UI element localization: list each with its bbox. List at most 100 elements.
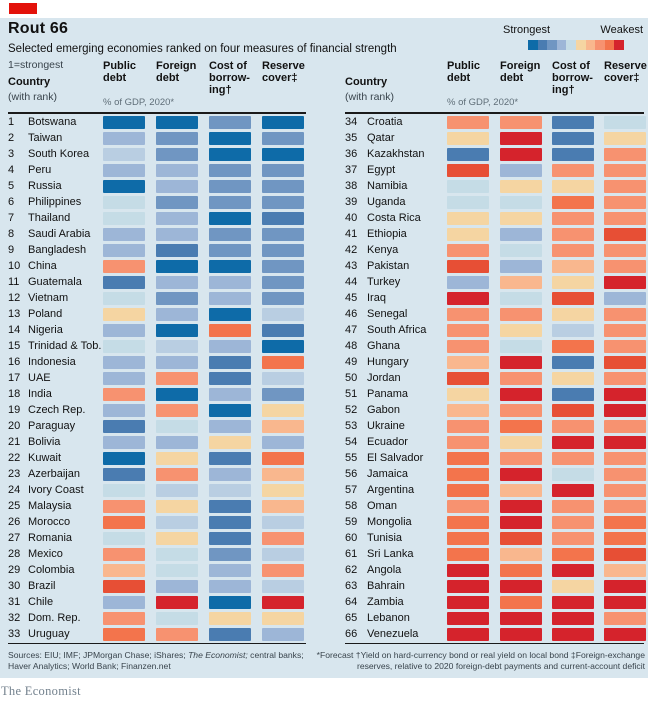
rank: 52 <box>345 404 358 416</box>
heatmap-cell <box>209 260 251 273</box>
table-row: 4 Peru <box>8 163 308 179</box>
table-row: 11 Guatemala <box>8 275 308 291</box>
rank: 51 <box>345 388 358 400</box>
heatmap-cell <box>552 516 594 529</box>
column-header-reserve-cover: Reserve cover‡ <box>262 60 305 84</box>
heatmap-cell <box>103 548 145 561</box>
country-label: South Korea <box>28 148 90 160</box>
table-row: 2 Taiwan <box>8 131 308 147</box>
country-label: Venezuela <box>367 628 419 640</box>
heatmap-cell <box>156 164 198 177</box>
column-header-cost-of-borrowing: Cost of borrow- ing† <box>209 60 250 96</box>
rank: 1 <box>8 116 15 128</box>
heatmap-cell <box>262 228 304 241</box>
heatmap-cell <box>156 292 198 305</box>
heatmap-cell <box>604 452 646 465</box>
country-label: Ecuador <box>367 436 408 448</box>
heatmap-cell <box>209 244 251 257</box>
heatmap-cell <box>447 276 489 289</box>
heatmap-cell <box>262 580 304 593</box>
heatmap-cell <box>447 164 489 177</box>
country-label: Paraguay <box>28 420 76 432</box>
heatmap-cell <box>500 164 542 177</box>
economist-red-tab <box>9 3 37 14</box>
heatmap-cell <box>604 372 646 385</box>
heatmap-cell <box>209 388 251 401</box>
heatmap-cell <box>500 388 542 401</box>
country-label: Uruguay <box>28 628 70 640</box>
table-row: 56 Jamaica <box>345 467 646 483</box>
country-label: El Salvador <box>367 452 424 464</box>
chart-panel: Rout 66 Strongest Weakest Selected emerg… <box>0 18 648 678</box>
heatmap-cell <box>209 308 251 321</box>
country-label: Lebanon <box>367 612 410 624</box>
rank: 7 <box>8 212 15 224</box>
heatmap-cell <box>447 420 489 433</box>
heatmap-cell <box>209 580 251 593</box>
country-label: Dom. Rep. <box>28 612 81 624</box>
table-row: 5 Russia <box>8 179 308 195</box>
heatmap-cell <box>552 452 594 465</box>
heatmap-cell <box>500 452 542 465</box>
heatmap-cell <box>604 164 646 177</box>
heatmap-cell <box>604 500 646 513</box>
heatmap-cell <box>262 484 304 497</box>
heatmap-cell <box>604 212 646 225</box>
heatmap-cell <box>447 580 489 593</box>
column-header-foreign-debt: Foreign debt <box>156 60 197 84</box>
heatmap-cell <box>103 532 145 545</box>
table-row: 20 Paraguay <box>8 419 308 435</box>
heatmap-cell <box>156 356 198 369</box>
table-row: 44 Turkey <box>345 275 646 291</box>
table-left: Country (with rank) Public debt Foreign … <box>8 60 308 660</box>
heatmap-cell <box>604 116 646 129</box>
country-label: Vietnam <box>28 292 69 304</box>
country-label: Angola <box>367 564 402 576</box>
heatmap-cell <box>209 276 251 289</box>
rank: 62 <box>345 564 358 576</box>
heatmap-cell <box>500 532 542 545</box>
rank: 22 <box>8 452 21 464</box>
sources-note: Sources: EIU; IMF; JPMorgan Chase; iShar… <box>8 650 304 671</box>
country-label: China <box>28 260 57 272</box>
heatmap-cell <box>209 132 251 145</box>
heatmap-cell <box>103 260 145 273</box>
heatmap-cell <box>447 564 489 577</box>
table-row: 27 Romania <box>8 531 308 547</box>
country-label: Azerbaijan <box>28 468 80 480</box>
heatmap-cell <box>447 516 489 529</box>
country-label: Egypt <box>367 164 396 176</box>
heatmap-cell <box>156 228 198 241</box>
country-label: Chile <box>28 596 54 608</box>
country-label: Turkey <box>367 276 401 288</box>
heatmap-cell <box>500 196 542 209</box>
heatmap-cell <box>209 196 251 209</box>
rank: 46 <box>345 308 358 320</box>
heatmap-cell <box>156 452 198 465</box>
rank: 25 <box>8 500 21 512</box>
heatmap-cell <box>262 452 304 465</box>
heatmap-cell <box>156 244 198 257</box>
rank: 20 <box>8 420 21 432</box>
heatmap-cell <box>552 596 594 609</box>
rank: 33 <box>8 628 21 640</box>
header-rule <box>345 112 644 114</box>
country-label: Mongolia <box>367 516 412 528</box>
rank: 19 <box>8 404 21 416</box>
heatmap-cell <box>262 244 304 257</box>
country-label: Hungary <box>367 356 409 368</box>
heatmap-cell <box>103 356 145 369</box>
rank: 45 <box>345 292 358 304</box>
table-row: 16 Indonesia <box>8 355 308 371</box>
table-row: 17 UAE <box>8 371 308 387</box>
legend-segment <box>537 40 548 50</box>
heatmap-cell <box>552 500 594 513</box>
country-label: Jamaica <box>367 468 408 480</box>
table-row: 31 Chile <box>8 595 308 611</box>
heatmap-cell <box>500 372 542 385</box>
rank: 53 <box>345 420 358 432</box>
rank: 35 <box>345 132 358 144</box>
heatmap-cell <box>604 580 646 593</box>
table-row: 64 Zambia <box>345 595 646 611</box>
table-row: 59 Mongolia <box>345 515 646 531</box>
